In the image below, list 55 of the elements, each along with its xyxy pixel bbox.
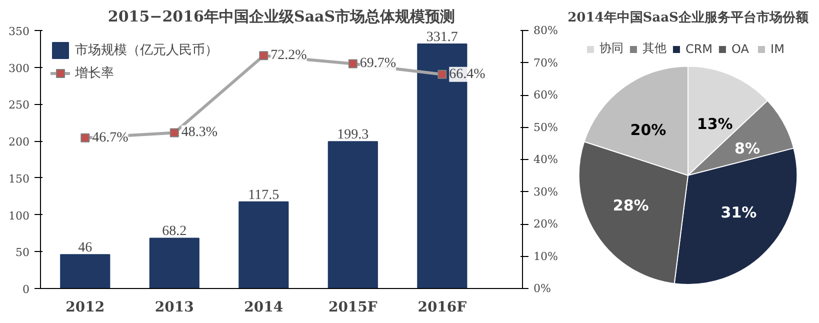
- legend-label: 增长率: [75, 65, 114, 82]
- data-label: 69.7%: [360, 56, 396, 72]
- y2-tick-label: 0%: [534, 282, 551, 295]
- y2-tick-label: 40%: [534, 153, 558, 166]
- y-tick-label: 100: [8, 209, 30, 222]
- point: [80, 133, 90, 142]
- x-tick-label: 2015F: [328, 300, 378, 316]
- bar: [149, 238, 200, 288]
- y2-tick-label: 70%: [534, 56, 558, 70]
- x-tick-label: 2013: [154, 300, 194, 316]
- y-tick-label: 50: [16, 246, 30, 260]
- y2-tick-label: 30%: [534, 185, 558, 198]
- point: [259, 51, 268, 60]
- y2-tick-label: 50%: [534, 120, 558, 134]
- y2-tick-label: 10%: [534, 250, 558, 263]
- legend-label: 其他: [642, 40, 666, 57]
- y2-tick-label: 20%: [534, 218, 558, 230]
- legend-label: IM: [770, 42, 786, 56]
- data-label: 199.3: [337, 128, 369, 143]
- legend-label: CRM: [685, 42, 713, 56]
- data-label: 8%: [734, 139, 760, 158]
- legend-label: 协同: [599, 40, 624, 57]
- data-label: 331.7: [426, 30, 458, 45]
- data-label: 48.3%: [181, 125, 218, 140]
- data-label: 28%: [612, 196, 649, 214]
- data-label: 66.4%: [449, 66, 486, 82]
- data-label: 72.2%: [270, 48, 308, 64]
- bar: [60, 254, 110, 288]
- legend-label: 市场规模（亿元人民币）: [75, 42, 218, 59]
- data-label: 20%: [630, 120, 666, 139]
- x-tick-label: 2014: [244, 300, 284, 316]
- y-tick-label: 350: [8, 25, 30, 38]
- point: [438, 70, 447, 79]
- y-tick-label: 200: [8, 136, 30, 149]
- y2-tick-label: 60%: [534, 88, 558, 102]
- chart-title: 2015−2016年中国企业级SaaS市场总体规模预测: [108, 8, 456, 26]
- bar: [328, 141, 378, 288]
- data-label: 117.5: [248, 188, 280, 203]
- legend-label: OA: [732, 42, 750, 56]
- x-tick-label: 2016F: [418, 300, 467, 316]
- point: [170, 128, 179, 138]
- y-tick-label: 250: [8, 98, 30, 112]
- point: [348, 59, 358, 68]
- y2-tick-label: 80%: [534, 24, 558, 37]
- bar: [238, 201, 289, 288]
- data-label: 46: [78, 240, 92, 256]
- data-label: 46.7%: [92, 130, 129, 146]
- y-tick-label: 150: [8, 172, 30, 186]
- data-label: 31%: [720, 203, 757, 222]
- x-tick-label: 2012: [66, 300, 105, 316]
- chart-title: 2014年中国SaaS企业服务平台市场份额: [568, 10, 810, 26]
- data-label: 68.2: [162, 224, 187, 240]
- y-tick-label: 300: [8, 62, 30, 75]
- y-tick-label: 0: [22, 283, 30, 296]
- data-label: 13%: [696, 114, 733, 133]
